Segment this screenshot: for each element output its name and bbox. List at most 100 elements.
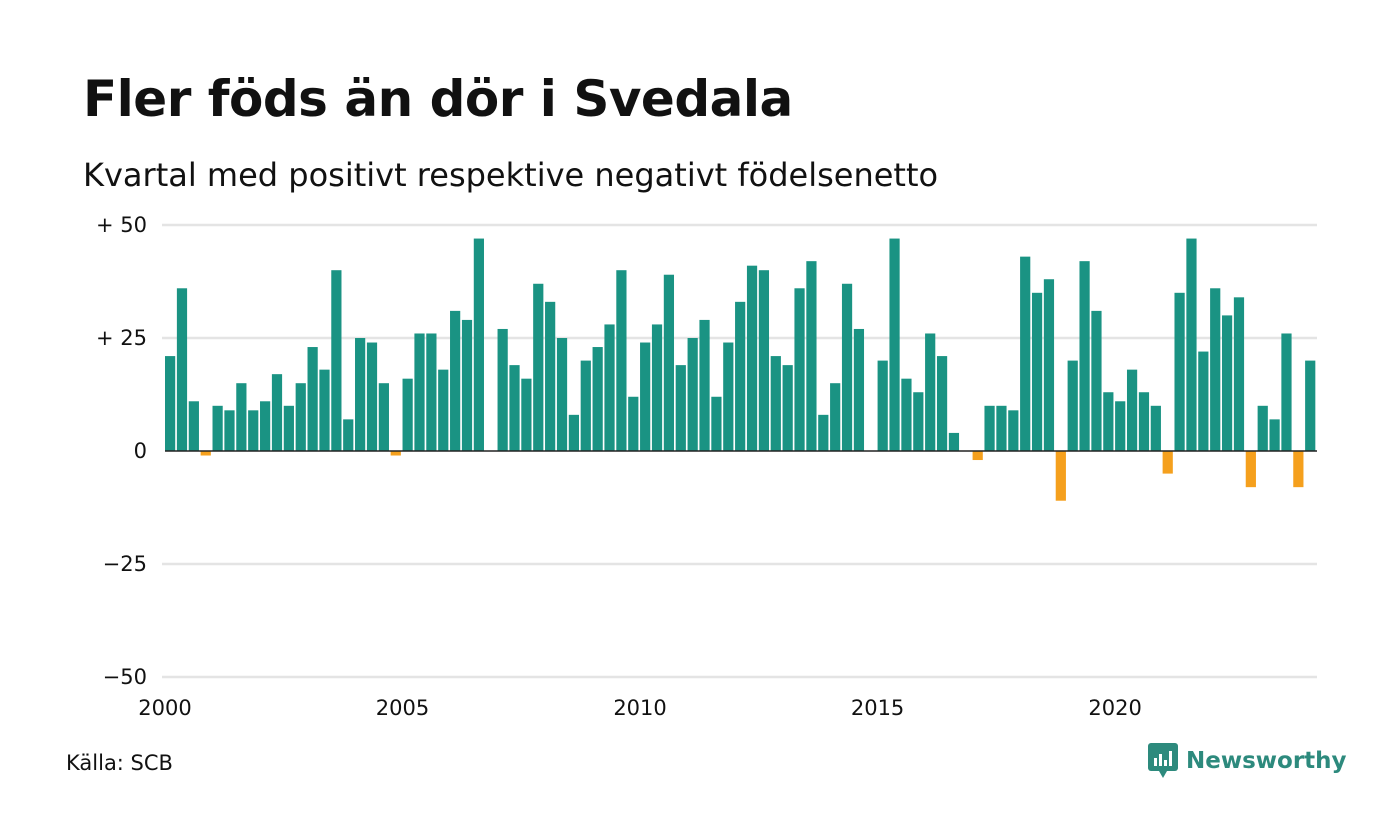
bar [260, 401, 271, 451]
bar [580, 360, 591, 451]
bar [1198, 351, 1209, 451]
bar [1079, 261, 1090, 451]
bar [1031, 292, 1043, 451]
bar [1138, 392, 1150, 451]
y-tick-label: −25 [103, 552, 147, 576]
bar [889, 238, 900, 451]
brand-logo: Newsworthy [1148, 743, 1347, 779]
newsworthy-logo-icon [1148, 743, 1178, 778]
bar [568, 414, 579, 451]
y-tick-label: + 50 [96, 213, 147, 237]
bar [165, 356, 176, 451]
bar [782, 365, 793, 451]
bars [165, 238, 1316, 501]
y-tick-label: + 25 [96, 326, 147, 350]
bar [913, 392, 924, 451]
chart-subtitle: Kvartal med positivt respektive negativt… [83, 156, 939, 194]
bar [936, 356, 948, 451]
x-tick-label: 2015 [851, 696, 904, 720]
bar [307, 347, 318, 451]
bar [1150, 405, 1161, 451]
y-tick-label: 0 [134, 439, 147, 463]
bar [1174, 292, 1185, 451]
bar [1221, 315, 1233, 451]
x-tick-label: 2020 [1088, 696, 1141, 720]
bar [248, 410, 259, 451]
bar [556, 338, 568, 451]
bar [378, 383, 389, 451]
bar [533, 283, 544, 451]
bar [1257, 405, 1268, 451]
bar [366, 342, 378, 451]
axes: + 50 + 25 0 −25 −50 2000 2005 2010 2015 2020 [96, 213, 1317, 720]
bar [402, 378, 413, 451]
bar [450, 310, 461, 451]
bar [390, 451, 401, 456]
bar [319, 369, 330, 451]
bar [1269, 419, 1280, 451]
bar [224, 410, 235, 451]
bar [628, 396, 639, 451]
bar [746, 265, 758, 451]
bar [877, 360, 888, 451]
bar [1162, 451, 1173, 474]
bar [1210, 288, 1221, 451]
brand-name: Newsworthy [1186, 748, 1347, 774]
bar [1186, 238, 1197, 451]
bar [236, 383, 247, 451]
bar [188, 401, 199, 451]
bar [984, 405, 995, 451]
bar [295, 383, 306, 451]
bar [1305, 360, 1316, 451]
bar [355, 338, 366, 451]
bar [212, 405, 223, 451]
bar [711, 396, 722, 451]
bar [176, 288, 188, 451]
bar [675, 365, 686, 451]
bar [1281, 333, 1292, 451]
bar [1293, 451, 1304, 488]
bar [1233, 297, 1245, 451]
bar [972, 451, 983, 461]
gridlines [162, 223, 1317, 679]
bar [996, 405, 1007, 451]
bar [948, 432, 960, 451]
bar [841, 283, 853, 451]
bar [604, 324, 615, 451]
bar [699, 319, 710, 451]
bar [1126, 369, 1138, 451]
bar [830, 383, 841, 451]
bar [616, 270, 627, 451]
bar [438, 369, 449, 451]
bar [200, 451, 211, 456]
bar [1020, 256, 1031, 451]
bar [925, 333, 936, 451]
bar [663, 274, 675, 451]
bar [901, 378, 912, 451]
bar [497, 328, 508, 451]
bar [1008, 410, 1019, 451]
bar [853, 328, 865, 451]
bar [723, 342, 734, 451]
bar [271, 374, 283, 451]
bar [521, 378, 532, 451]
bar [343, 419, 354, 451]
bar [640, 342, 651, 451]
bar [283, 405, 294, 451]
x-tick-label: 2010 [613, 696, 666, 720]
bar [509, 365, 520, 451]
bar [818, 414, 829, 451]
bar [426, 333, 437, 451]
bar [735, 301, 746, 451]
x-tick-label: 2000 [138, 696, 191, 720]
chart-title: Fler föds än dör i Svedala [83, 70, 793, 128]
x-tick-label: 2005 [376, 696, 429, 720]
bar [592, 347, 603, 451]
bar [1115, 401, 1126, 451]
source-note: Källa: SCB [66, 751, 173, 775]
bar [794, 288, 805, 451]
y-tick-label: −50 [103, 665, 147, 689]
bar [651, 324, 663, 451]
bar [545, 301, 556, 451]
